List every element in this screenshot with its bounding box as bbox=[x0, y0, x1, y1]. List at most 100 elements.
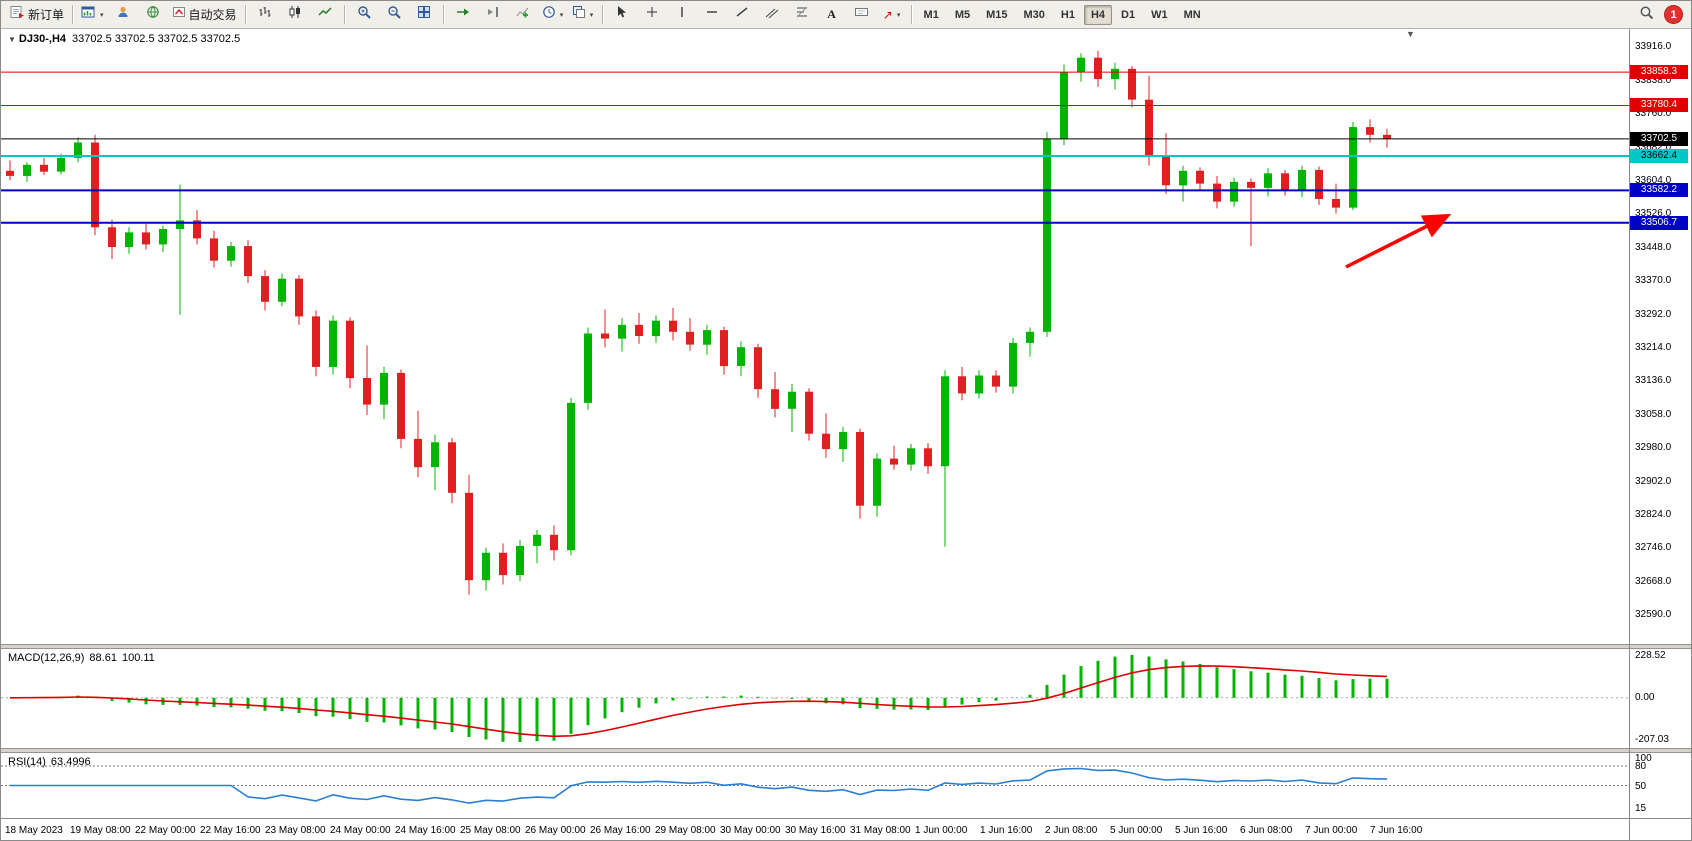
macd-panel[interactable]: MACD(12,26,9) 88.61 100.11 228.52 0.00 -207.… bbox=[1, 649, 1691, 748]
timeframe-button-W1[interactable]: W1 bbox=[1151, 8, 1168, 21]
chart-shift-button[interactable] bbox=[478, 3, 508, 27]
search-button[interactable] bbox=[1631, 3, 1661, 27]
crosshair-icon bbox=[645, 5, 659, 24]
timeframe-button-MN[interactable]: MN bbox=[1183, 8, 1201, 21]
notification-badge[interactable]: 1 bbox=[1665, 6, 1682, 23]
periods-button[interactable]: ▾ bbox=[538, 3, 568, 27]
zoom-in-button[interactable] bbox=[349, 3, 379, 27]
new-order-button[interactable]: 新订单 bbox=[6, 3, 68, 27]
symbol-period-label: DJ30-,H4 bbox=[18, 33, 66, 45]
timeframe-button-H4[interactable]: H4 bbox=[1083, 4, 1113, 25]
auto-scroll-icon bbox=[456, 5, 470, 24]
timeframe-button-M15[interactable]: M15 bbox=[986, 8, 1008, 21]
time-axis-label: 5 Jun 16:00 bbox=[1175, 825, 1228, 836]
candlestick-icon bbox=[288, 5, 302, 24]
timeframe-button-D1[interactable]: D1 bbox=[1121, 8, 1136, 21]
line-chart-button[interactable] bbox=[310, 3, 340, 27]
time-axis-label: 30 May 00:00 bbox=[720, 825, 781, 836]
ohlc-values: 33702.5 33702.5 33702.5 33702.5 bbox=[72, 33, 241, 45]
horizontal-line-button[interactable] bbox=[697, 3, 727, 27]
rsi-label: RSI(14) 63.4996 bbox=[8, 756, 96, 768]
time-axis-label: 2 Jun 08:00 bbox=[1045, 825, 1098, 836]
autotrading-label: 自动交易 bbox=[188, 8, 237, 22]
price-chart-panel[interactable]: ▼ DJ30-,H4 33702.5 33702.5 33702.5 33702.5… bbox=[1, 29, 1691, 644]
chevron-down-icon: ▾ bbox=[559, 11, 564, 19]
trendline-button[interactable] bbox=[727, 3, 757, 27]
time-axis-label: 24 May 00:00 bbox=[330, 825, 391, 836]
line-chart-icon bbox=[318, 5, 332, 24]
price-axis-label: 33916.0 bbox=[1635, 41, 1672, 52]
time-axis-label: 25 May 08:00 bbox=[460, 825, 521, 836]
channel-button[interactable] bbox=[757, 3, 787, 27]
price-axis-label: 32902.0 bbox=[1635, 476, 1672, 487]
price-level-badge: 33858.3 bbox=[1630, 65, 1688, 79]
tile-windows-button[interactable] bbox=[409, 3, 439, 27]
fibonacci-button[interactable] bbox=[787, 3, 817, 27]
panel-separator[interactable] bbox=[1, 644, 1691, 649]
rsi-value: 63.4996 bbox=[50, 756, 91, 768]
templates-button[interactable]: ▾ bbox=[568, 3, 598, 27]
zoom-out-button[interactable] bbox=[379, 3, 409, 27]
timeframe-button-M5[interactable]: M5 bbox=[954, 8, 971, 21]
price-axis-label: 33214.0 bbox=[1635, 342, 1672, 353]
time-axis-label: 24 May 16:00 bbox=[395, 825, 456, 836]
timeframe-button-M1[interactable]: M1 bbox=[923, 8, 939, 21]
time-axis[interactable]: 18 May 2023 19 May 08:00 22 May 00:00 22 Ma… bbox=[1, 818, 1691, 840]
bar-chart-button[interactable] bbox=[250, 3, 280, 27]
chart-ohlc-header: ▼ DJ30-,H4 33702.5 33702.5 33702.5 33702.5 bbox=[8, 33, 240, 45]
macd-label: MACD(12,26,9) 88.61 100.11 bbox=[8, 652, 160, 664]
price-axis-label: 32824.0 bbox=[1635, 509, 1672, 520]
horizontal-level-lines[interactable] bbox=[1, 71, 1629, 224]
arrow-object-icon: ↗ bbox=[882, 7, 893, 22]
price-axis-label: 33526.0 bbox=[1635, 208, 1672, 219]
crosshair-button[interactable] bbox=[637, 3, 667, 27]
indicators-button[interactable] bbox=[508, 3, 538, 27]
label-button[interactable] bbox=[847, 3, 877, 27]
symbol-triangle-icon: ▼ bbox=[8, 35, 16, 44]
macd-signal-line bbox=[9, 665, 1388, 738]
rsi-canvas bbox=[1, 765, 1629, 804]
price-level-badge: 33702.5 bbox=[1630, 132, 1688, 146]
profiles-button[interactable] bbox=[108, 3, 138, 27]
horizontal-line-icon bbox=[705, 5, 719, 24]
autotrading-icon bbox=[172, 5, 186, 24]
cursor-button[interactable] bbox=[607, 3, 637, 27]
time-axis-label: 5 Jun 00:00 bbox=[1110, 825, 1163, 836]
text-label-icon bbox=[854, 5, 869, 24]
toolbar-separator bbox=[343, 5, 345, 24]
time-axis-label: 1 Jun 00:00 bbox=[915, 825, 968, 836]
timeframe-group: M1 M5 M15 M30 H1 H4 D1 W1 MN bbox=[916, 4, 1209, 25]
search-icon bbox=[1639, 5, 1654, 25]
charts-menu-button[interactable]: ▾ bbox=[77, 3, 108, 27]
chart-shift-icon bbox=[486, 5, 500, 24]
fibonacci-icon bbox=[795, 5, 809, 24]
text-button[interactable]: A bbox=[817, 3, 847, 27]
price-axis-label: 33292.0 bbox=[1635, 309, 1672, 320]
rsi-axis-label: 50 bbox=[1635, 781, 1647, 792]
timeframe-button-M30[interactable]: M30 bbox=[1023, 8, 1045, 21]
refresh-button[interactable] bbox=[138, 3, 168, 27]
chart-window-icon bbox=[81, 5, 96, 24]
arrow-annotation[interactable] bbox=[1345, 213, 1452, 269]
candlestick-chart-button[interactable] bbox=[280, 3, 310, 27]
macd-axis-label: 0.00 bbox=[1635, 692, 1655, 703]
time-axis-label: 29 May 08:00 bbox=[655, 825, 716, 836]
zoom-in-icon bbox=[357, 5, 371, 24]
price-axis-label: 32590.0 bbox=[1635, 609, 1672, 620]
rsi-panel[interactable]: RSI(14) 63.4996 100 80 50 15 bbox=[1, 753, 1691, 818]
channel-icon bbox=[765, 5, 779, 24]
arrows-button[interactable]: ↗ ▾ bbox=[877, 3, 907, 27]
panel-separator[interactable] bbox=[1, 748, 1691, 753]
time-axis-label: 30 May 16:00 bbox=[785, 825, 846, 836]
vertical-line-button[interactable] bbox=[667, 3, 697, 27]
price-axis-label: 32668.0 bbox=[1635, 576, 1672, 587]
price-axis-label: 33448.0 bbox=[1635, 242, 1672, 253]
chevron-down-icon: ▾ bbox=[100, 11, 104, 19]
auto-scroll-button[interactable] bbox=[448, 3, 478, 27]
timeframe-button-H1[interactable]: H1 bbox=[1060, 8, 1075, 21]
price-chart-canvas bbox=[1, 50, 1629, 595]
chart-shift-marker[interactable]: ▼ bbox=[1406, 29, 1415, 39]
price-axis-label: 33136.0 bbox=[1635, 375, 1672, 386]
autotrading-button[interactable]: 自动交易 bbox=[168, 3, 241, 27]
